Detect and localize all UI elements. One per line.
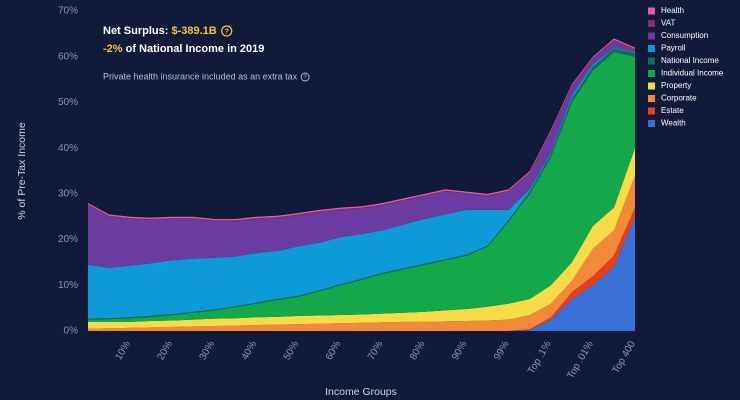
x-tick-label: 40% xyxy=(240,339,260,362)
surplus-value: $-389.1B xyxy=(171,25,216,37)
y-tick-label: 30% xyxy=(58,188,78,199)
area-wealth xyxy=(88,216,635,331)
help-icon-glyph: ? xyxy=(225,28,229,35)
x-tick-label: Top 400 xyxy=(611,339,639,376)
surplus-line: Net Surplus: $-389.1B xyxy=(103,25,217,37)
legend-label: Corporate xyxy=(661,94,697,103)
legend-swatch xyxy=(648,107,655,115)
x-tick-label: 70% xyxy=(366,339,386,362)
x-axis-label: Income Groups xyxy=(325,386,397,398)
x-tick-label: 90% xyxy=(450,339,470,362)
area-consumption xyxy=(88,40,635,268)
legend-swatch xyxy=(648,32,655,40)
y-tick-label: 50% xyxy=(58,97,78,108)
legend-label: Estate xyxy=(661,106,684,115)
x-tick-label: 99% xyxy=(492,339,512,362)
x-tick-label: 30% xyxy=(198,339,218,362)
x-tick-label: 60% xyxy=(324,339,344,362)
legend-swatch xyxy=(648,57,655,65)
area-individual-income xyxy=(88,52,635,322)
x-tick-label: 20% xyxy=(156,339,176,362)
y-tick-label: 60% xyxy=(58,51,78,62)
legend-label: Wealth xyxy=(661,119,686,128)
x-tick-label: 10% xyxy=(113,339,133,362)
y-tick-label: 10% xyxy=(58,280,78,291)
x-tick-label: 50% xyxy=(282,339,302,362)
help-icon[interactable] xyxy=(221,25,233,37)
x-tick-label: Top .1% xyxy=(526,339,554,376)
surplus-label: Net Surplus: xyxy=(103,25,171,37)
legend-label: National Income xyxy=(661,56,719,65)
y-tick-label: 0% xyxy=(64,326,79,337)
help-icon[interactable] xyxy=(300,72,310,82)
legend-label: Payroll xyxy=(661,44,686,53)
note: Private health insurance included as an … xyxy=(103,71,298,81)
legend-swatch xyxy=(648,95,655,102)
legend-swatch xyxy=(648,70,655,77)
share-line: -2% of National Income in 2019 xyxy=(103,43,264,55)
legend-swatch xyxy=(648,20,655,27)
annotation: Net Surplus: $-389.1B ? -2% of National … xyxy=(103,25,310,82)
legend-label: Property xyxy=(661,81,691,90)
legend: Health VAT Consumption Payroll National Inco… xyxy=(648,6,724,128)
y-tick-label: 20% xyxy=(58,234,78,245)
legend-label: Individual Income xyxy=(661,69,724,78)
legend-swatch xyxy=(648,120,655,127)
areas xyxy=(88,38,635,331)
legend-swatch xyxy=(648,82,655,90)
y-tick-label: 70% xyxy=(58,6,78,17)
share-text: of National Income in 2019 xyxy=(123,43,265,55)
x-tick-label: Top .01% xyxy=(565,339,595,381)
y-tick-label: 40% xyxy=(58,143,78,154)
x-tick-label: 80% xyxy=(408,339,428,362)
legend-swatch xyxy=(648,45,655,52)
legend-label: VAT xyxy=(661,19,675,28)
legend-swatch xyxy=(648,7,655,15)
help-icon-glyph: ? xyxy=(303,75,307,81)
legend-label: Health xyxy=(661,6,684,15)
legend-label: Consumption xyxy=(661,31,708,40)
area-payroll xyxy=(88,47,635,319)
share-value: -2% xyxy=(103,43,123,55)
y-axis-label: % of Pre-Tax Income xyxy=(16,122,28,220)
